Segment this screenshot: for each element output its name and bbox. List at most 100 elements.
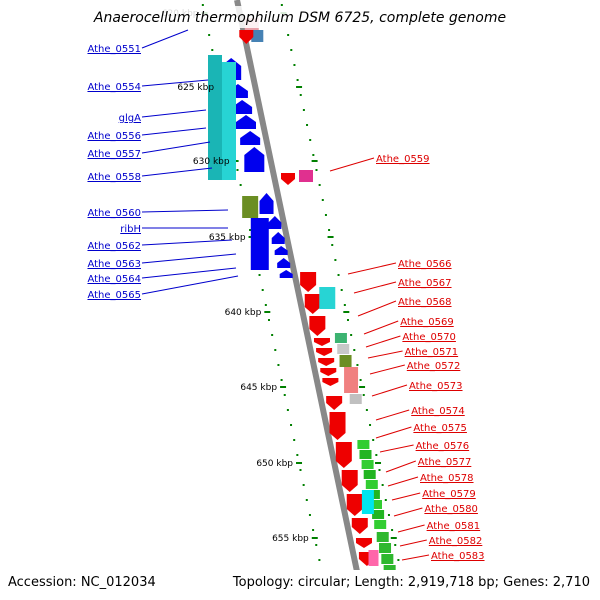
gene-feature-green[interactable] xyxy=(379,543,392,553)
gene-label-reverse[interactable]: Athe_0559 xyxy=(376,154,430,165)
gene-label-reverse[interactable]: Athe_0579 xyxy=(422,489,476,500)
scale-dot xyxy=(239,184,242,186)
reverse-gene-arrow[interactable] xyxy=(351,518,368,534)
gene-feature-green[interactable] xyxy=(365,480,378,489)
genome-summary-text: Topology: circular; Length: 2,919,718 bp… xyxy=(232,575,590,590)
forward-gene-arrow[interactable] xyxy=(274,246,288,255)
gene-label-reverse[interactable]: Athe_0568 xyxy=(398,297,452,308)
label-leader-line xyxy=(141,109,207,118)
gene-label-reverse[interactable]: Athe_0566 xyxy=(398,259,452,270)
gene-feature-green[interactable] xyxy=(334,333,347,343)
gene-feature-grey[interactable] xyxy=(349,394,362,404)
gene-label-reverse[interactable]: Athe_0571 xyxy=(405,347,459,358)
gene-feature-green[interactable] xyxy=(372,510,385,519)
reverse-gene-arrow[interactable] xyxy=(341,470,358,492)
gene-label-forward[interactable]: Athe_0565 xyxy=(87,290,141,301)
gene-feature-green[interactable] xyxy=(370,500,382,509)
gene-label-forward[interactable]: Athe_0551 xyxy=(87,44,141,55)
gene-label-reverse[interactable]: Athe_0580 xyxy=(424,504,478,515)
gene-label-forward[interactable]: Athe_0558 xyxy=(87,172,141,183)
gene-label-forward[interactable]: Athe_0562 xyxy=(87,241,141,252)
gene-label-forward[interactable]: Athe_0554 xyxy=(87,82,141,93)
gene-label-reverse[interactable]: Athe_0567 xyxy=(398,278,452,289)
gene-feature-green[interactable] xyxy=(363,470,376,479)
gene-feature-green[interactable] xyxy=(376,532,389,542)
gene-feature-magenta[interactable] xyxy=(299,170,313,182)
scale-dot xyxy=(312,154,315,156)
scale-dot xyxy=(340,289,343,291)
gene-feature-green[interactable] xyxy=(361,460,374,469)
gene-feature-cyan[interactable] xyxy=(361,490,374,514)
scale-dot xyxy=(318,559,321,561)
gene-feature-olive[interactable] xyxy=(339,355,352,367)
forward-gene-block[interactable] xyxy=(250,218,269,270)
gene-label-reverse[interactable]: Athe_0570 xyxy=(402,332,456,343)
forward-gene-arrow[interactable] xyxy=(240,131,261,145)
reverse-gene-arrow[interactable] xyxy=(326,396,343,410)
label-leader-line xyxy=(141,79,209,87)
label-leader-line xyxy=(141,127,207,136)
forward-gene-arrow[interactable] xyxy=(277,258,291,268)
gene-label-reverse[interactable]: Athe_0572 xyxy=(407,361,461,372)
gene-label-forward[interactable]: Athe_0556 xyxy=(87,131,141,142)
gene-feature-teal[interactable] xyxy=(222,62,236,180)
gene-label-reverse[interactable]: Athe_0578 xyxy=(420,473,474,484)
forward-gene-arrow[interactable] xyxy=(236,115,256,129)
gene-feature-olive[interactable] xyxy=(242,196,259,218)
gene-feature-grey[interactable] xyxy=(337,344,350,354)
gene-label-reverse[interactable]: Athe_0576 xyxy=(416,441,470,452)
gene-label-reverse[interactable]: Athe_0582 xyxy=(429,536,483,547)
reverse-gene-arrow[interactable] xyxy=(281,173,295,185)
gene-feature-teal[interactable] xyxy=(319,287,336,309)
accession-text: Accession: NC_012034 xyxy=(8,575,156,590)
forward-gene-arrow[interactable] xyxy=(259,193,274,214)
scale-dot xyxy=(391,529,394,531)
gene-feature-green[interactable] xyxy=(357,440,370,449)
major-tick xyxy=(311,160,318,162)
gene-feature-teal[interactable] xyxy=(208,55,222,180)
scale-dot xyxy=(293,64,296,66)
scale-dot xyxy=(258,274,261,276)
gene-label-forward[interactable]: Athe_0560 xyxy=(87,208,141,219)
gene-label-forward[interactable]: Athe_0563 xyxy=(87,259,141,270)
reverse-gene-arrow[interactable] xyxy=(318,358,335,366)
forward-gene-arrow[interactable] xyxy=(244,147,265,172)
gene-feature-green[interactable] xyxy=(381,554,394,564)
reverse-gene-arrow[interactable] xyxy=(329,412,346,440)
reverse-gene-arrow[interactable] xyxy=(316,348,333,356)
gene-label-reverse[interactable]: Athe_0581 xyxy=(427,521,481,532)
scale-dot xyxy=(306,124,309,126)
forward-gene-arrow[interactable] xyxy=(232,100,253,114)
gene-label-forward[interactable]: glgA xyxy=(119,113,141,124)
reverse-gene-arrow[interactable] xyxy=(320,368,337,376)
reverse-gene-arrow[interactable] xyxy=(335,442,352,468)
gene-label-forward[interactable]: ribH xyxy=(120,224,141,235)
gene-feature-blue[interactable] xyxy=(251,30,264,42)
reverse-gene-arrow[interactable] xyxy=(322,378,339,386)
gene-label-reverse[interactable]: Athe_0575 xyxy=(413,423,467,434)
gene-label-forward[interactable]: Athe_0564 xyxy=(87,274,141,285)
reverse-gene-arrow[interactable] xyxy=(304,294,321,314)
gene-label-forward[interactable]: Athe_0557 xyxy=(87,149,141,160)
gene-label-reverse[interactable]: Athe_0574 xyxy=(411,406,465,417)
forward-gene-arrow[interactable] xyxy=(279,270,293,278)
forward-gene-arrow[interactable] xyxy=(271,232,285,244)
gene-label-reverse[interactable]: Athe_0569 xyxy=(400,317,454,328)
gene-feature-pink[interactable] xyxy=(368,550,379,566)
gene-label-reverse[interactable]: Athe_0577 xyxy=(418,457,472,468)
reverse-gene-arrow[interactable] xyxy=(309,316,326,336)
gene-feature-green[interactable] xyxy=(374,520,387,529)
reverse-gene-arrow[interactable] xyxy=(355,538,372,548)
gene-feature-salmon[interactable] xyxy=(344,367,359,393)
gene-label-reverse[interactable]: Athe_0573 xyxy=(409,381,463,392)
scale-dot xyxy=(337,274,340,276)
forward-gene-arrow[interactable] xyxy=(268,216,282,229)
gene-label-reverse[interactable]: Athe_0583 xyxy=(431,551,485,562)
scale-label: 655 kbp xyxy=(272,534,309,544)
reverse-gene-arrow[interactable] xyxy=(239,30,254,44)
reverse-gene-arrow[interactable] xyxy=(346,494,363,516)
reverse-gene-arrow[interactable] xyxy=(300,272,317,292)
gene-feature-green[interactable] xyxy=(359,450,372,459)
reverse-gene-arrow[interactable] xyxy=(313,338,330,346)
scale-label: 645 kbp xyxy=(240,383,277,393)
